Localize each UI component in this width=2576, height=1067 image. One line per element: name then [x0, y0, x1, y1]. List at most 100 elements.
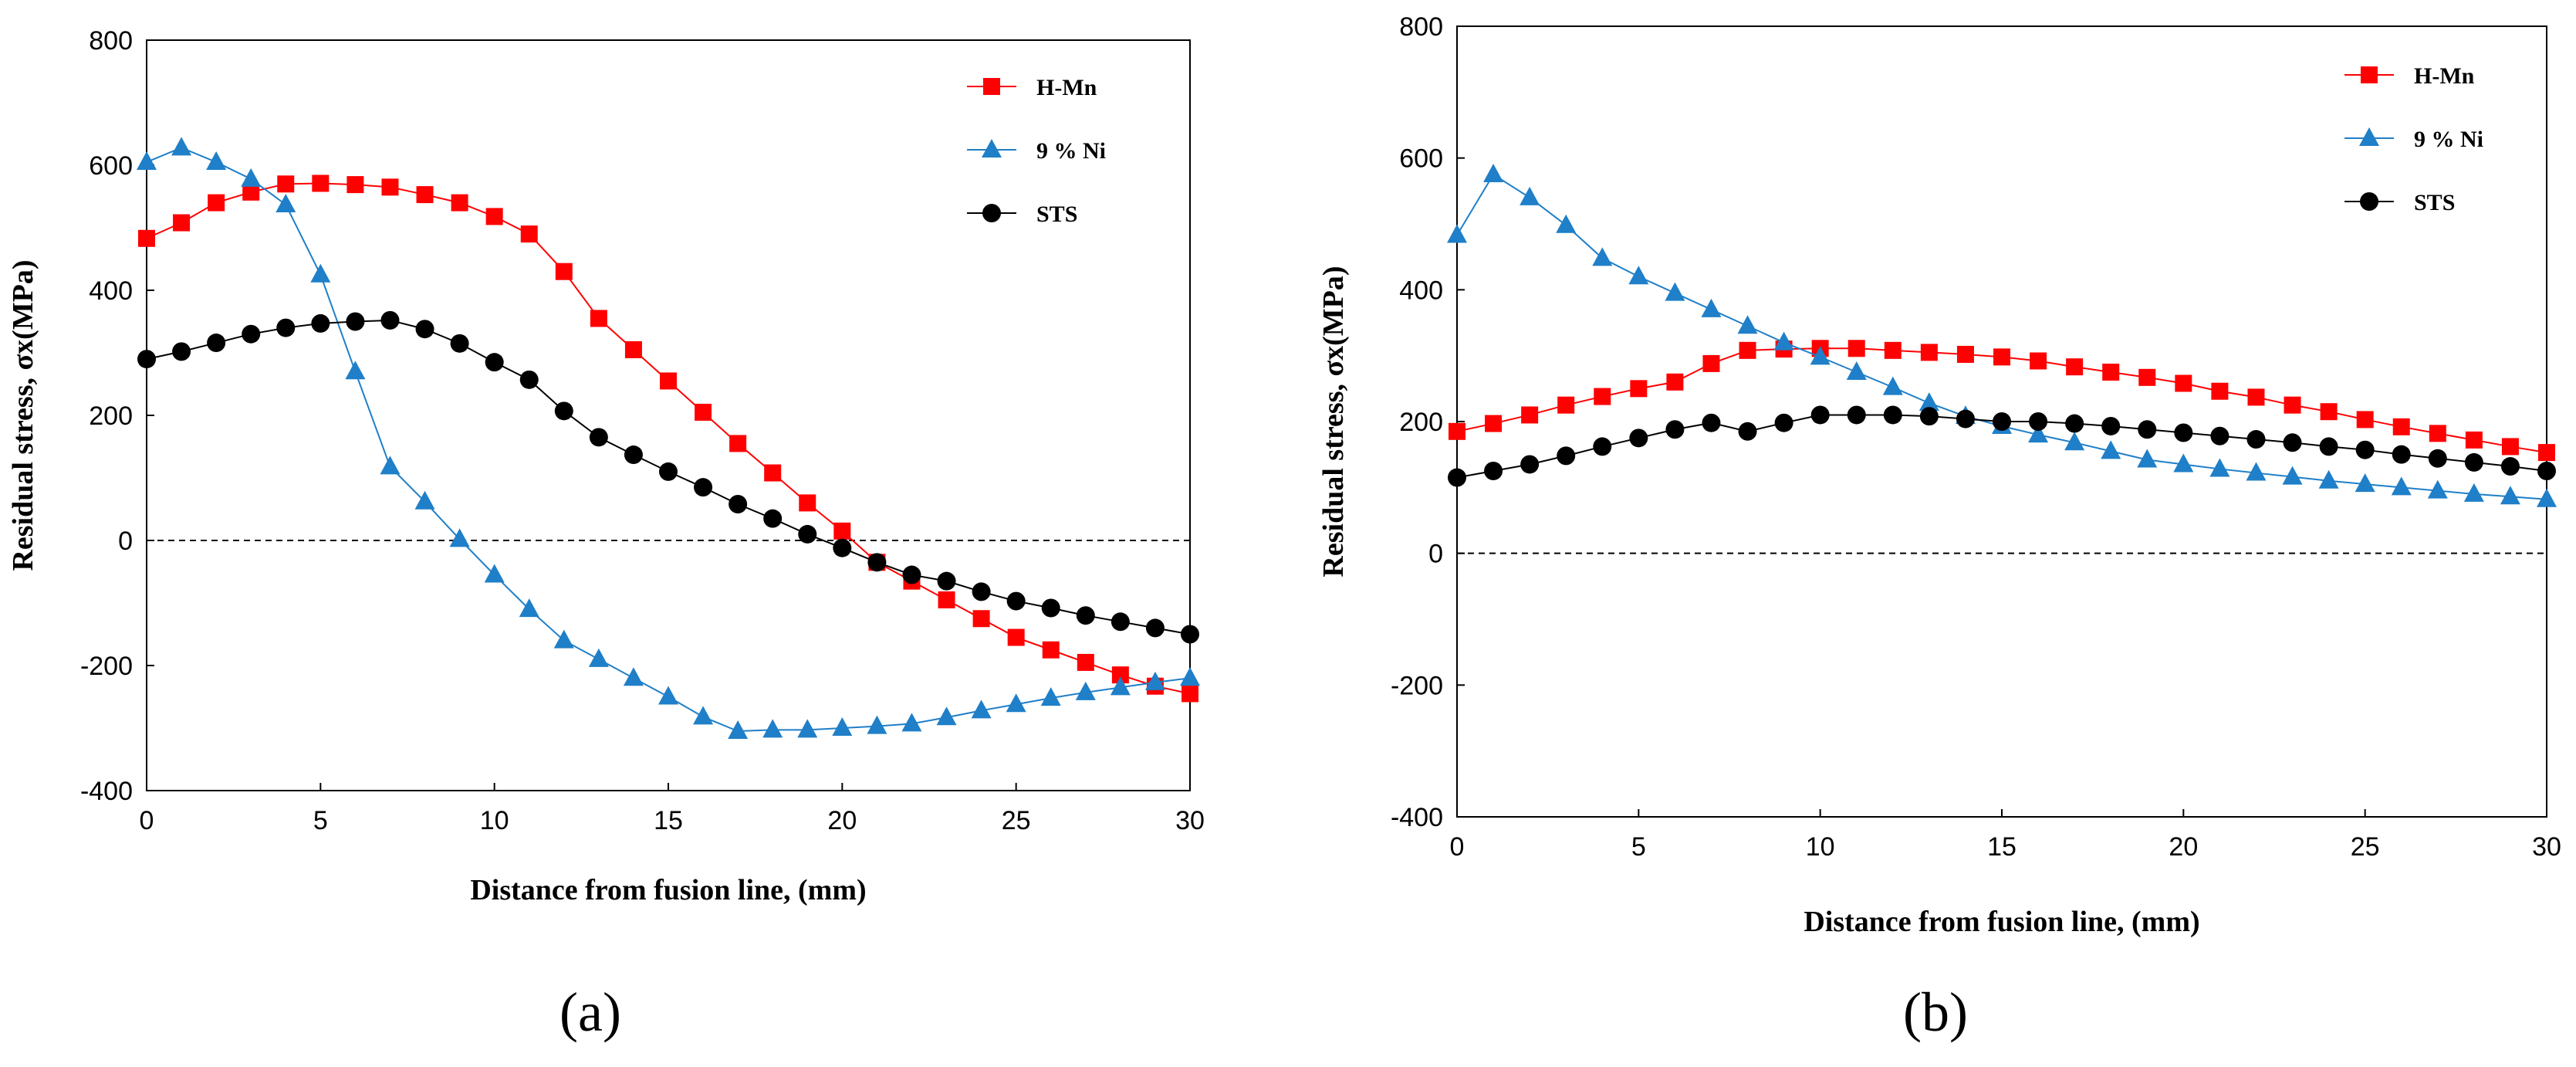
legend-label: STS	[2414, 190, 2455, 215]
data-point	[660, 372, 677, 390]
data-point	[276, 318, 296, 337]
data-point	[764, 464, 782, 482]
data-point	[1447, 224, 1467, 243]
data-point	[2464, 452, 2483, 472]
data-point	[2066, 358, 2084, 376]
data-point	[276, 194, 296, 213]
data-point	[1520, 186, 1540, 205]
legend-label: H-Mn	[2414, 63, 2475, 89]
data-point	[1701, 298, 1722, 317]
x-tick-label: 10	[480, 806, 509, 835]
data-point	[2356, 411, 2374, 428]
legend-label: STS	[1036, 202, 1077, 227]
data-point	[1111, 612, 1130, 632]
data-point	[1448, 468, 1466, 487]
series-line	[146, 182, 1191, 695]
data-point	[554, 401, 573, 421]
x-tick-label: 15	[1987, 832, 2017, 862]
data-point	[451, 194, 468, 212]
data-point	[519, 598, 539, 618]
data-point	[2174, 423, 2193, 442]
data-point	[2537, 488, 2557, 507]
series-h-mn	[1449, 340, 2555, 462]
data-point	[763, 509, 783, 528]
data-point	[2465, 431, 2483, 449]
data-point	[1918, 392, 1939, 412]
data-point	[241, 168, 262, 187]
data-point	[1810, 346, 1831, 365]
data-point	[347, 176, 364, 194]
data-point	[624, 445, 643, 465]
data-point	[1181, 625, 1199, 644]
data-point	[380, 456, 401, 475]
data-point	[1144, 671, 1165, 690]
data-point	[449, 528, 470, 547]
data-point	[2102, 364, 2120, 381]
data-point	[623, 667, 644, 686]
data-point	[590, 310, 607, 327]
data-point	[519, 370, 539, 389]
data-point	[1993, 412, 2011, 431]
data-point	[277, 175, 295, 193]
data-point	[2538, 444, 2555, 462]
data-point	[2320, 403, 2338, 421]
data-point	[450, 334, 469, 353]
data-point	[1628, 266, 1649, 285]
data-point	[2429, 425, 2446, 442]
data-point	[172, 342, 191, 361]
y-tick-label: 200	[89, 401, 133, 431]
data-point	[1920, 344, 1938, 361]
series-sts	[1448, 405, 2556, 487]
chart-b: 0 5 10 15 20 25 30 -400 -200 0 200 400 600 800 Distanc…	[1317, 12, 2561, 1043]
data-point	[2319, 437, 2338, 456]
data-point	[2175, 374, 2192, 392]
data-point	[2392, 418, 2410, 435]
data-point	[1666, 373, 1684, 391]
y-tick-label: 0	[1428, 540, 1443, 569]
data-point	[414, 490, 435, 510]
data-point	[2428, 449, 2447, 468]
data-point	[1702, 354, 1720, 372]
x-axis-label: Distance from fusion line, (mm)	[1804, 906, 2199, 938]
data-point	[1665, 420, 1685, 439]
y-tick-label: 400	[1399, 276, 1443, 305]
data-point	[2173, 453, 2194, 473]
data-point	[2247, 388, 2265, 406]
data-point	[2028, 424, 2049, 443]
x-tick-label: 30	[1175, 806, 1205, 835]
data-point	[1483, 164, 1504, 182]
legend-marker	[982, 204, 1001, 222]
data-point	[484, 564, 505, 583]
data-point	[1111, 666, 1129, 684]
legend-label: 9 % Ni	[2414, 127, 2483, 152]
data-point	[1007, 628, 1025, 646]
x-tick-label: 0	[1450, 832, 1465, 862]
data-point	[173, 214, 191, 232]
y-tick-label: 400	[89, 276, 133, 306]
data-point	[658, 686, 678, 705]
y-tick-label: 600	[89, 151, 133, 181]
data-point	[589, 428, 608, 447]
data-point	[1847, 340, 1865, 357]
data-point	[2065, 414, 2084, 433]
data-point	[1075, 681, 1096, 700]
data-point	[312, 174, 330, 192]
data-point	[833, 522, 851, 540]
data-point	[242, 183, 260, 201]
data-point	[2064, 432, 2085, 451]
legend-marker	[2359, 127, 2379, 146]
x-tick-label: 5	[313, 806, 328, 835]
data-point	[624, 340, 642, 358]
data-point	[2138, 368, 2156, 386]
data-point	[1773, 331, 1794, 351]
data-point	[1182, 685, 1198, 703]
data-point	[2500, 457, 2520, 476]
series-h-mn	[138, 174, 1198, 703]
data-point	[1145, 618, 1165, 638]
plot-frame	[146, 39, 1191, 791]
x-tick-label: 25	[1002, 806, 1031, 835]
data-point	[1702, 413, 1721, 432]
y-tick-label: -400	[1391, 803, 1443, 832]
data-point	[695, 403, 712, 421]
data-point	[729, 495, 748, 514]
